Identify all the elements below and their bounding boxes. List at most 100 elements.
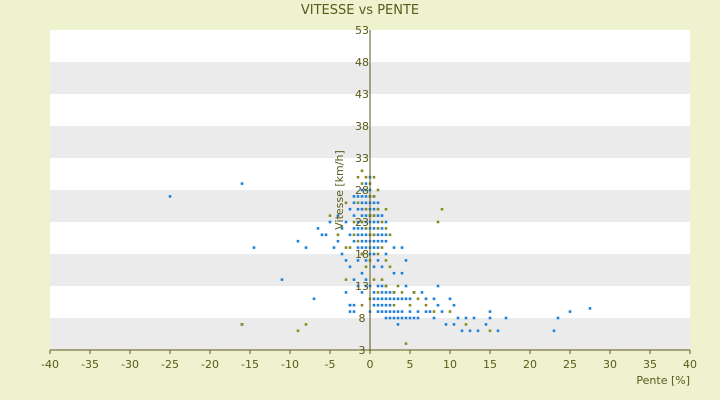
data-point <box>356 233 360 237</box>
data-point <box>472 316 476 320</box>
data-point <box>384 233 388 237</box>
data-point <box>380 291 384 294</box>
data-point <box>352 214 356 217</box>
data-point <box>408 303 412 307</box>
data-point <box>364 227 368 230</box>
data-point <box>568 310 572 313</box>
data-point <box>384 297 388 301</box>
data-point <box>372 233 376 237</box>
y-tick-label: 43 <box>355 88 369 101</box>
data-point <box>424 310 428 313</box>
data-point <box>420 291 424 294</box>
data-point <box>336 233 340 237</box>
x-tick-label: 5 <box>407 358 414 371</box>
data-point <box>336 239 340 243</box>
x-tick-label: 35 <box>643 358 657 371</box>
data-point <box>412 291 416 294</box>
data-point <box>364 214 368 217</box>
data-point <box>364 195 368 198</box>
data-point <box>396 297 400 301</box>
data-point <box>424 297 428 301</box>
data-point <box>392 316 396 320</box>
data-point <box>380 239 384 243</box>
data-point <box>384 220 388 224</box>
data-point <box>372 214 376 217</box>
data-point <box>348 233 352 237</box>
data-point <box>372 207 376 211</box>
data-point <box>396 284 400 288</box>
data-point <box>452 303 456 307</box>
data-point <box>304 246 308 249</box>
data-point <box>380 220 384 224</box>
data-point <box>344 259 348 262</box>
data-point <box>376 310 380 313</box>
data-point <box>400 271 404 275</box>
x-axis-label: Pente [%] <box>636 374 690 387</box>
data-point <box>376 214 380 217</box>
data-point <box>360 220 364 224</box>
data-point <box>372 246 376 249</box>
data-point <box>376 252 380 256</box>
data-point <box>324 233 328 237</box>
y-tick-label: 23 <box>355 216 369 229</box>
data-point <box>348 265 352 269</box>
data-point <box>440 310 444 313</box>
x-tick-label: -20 <box>201 358 219 371</box>
data-point <box>316 227 320 230</box>
data-point <box>396 323 400 326</box>
data-point <box>360 169 364 173</box>
data-point <box>352 227 356 230</box>
data-point <box>168 195 172 198</box>
data-point <box>372 291 376 294</box>
y-tick-label: 28 <box>355 184 369 197</box>
data-point <box>344 201 348 205</box>
data-point <box>364 284 368 288</box>
data-point <box>352 233 356 237</box>
data-point <box>388 303 392 307</box>
data-point <box>448 297 452 301</box>
data-point <box>356 239 360 243</box>
data-point <box>352 195 356 198</box>
data-point <box>356 201 360 205</box>
data-point <box>352 310 356 313</box>
y-tick-label: 38 <box>355 120 369 133</box>
data-point <box>476 329 480 333</box>
data-point <box>372 195 376 198</box>
data-point <box>380 278 384 281</box>
y-tick-label: 53 <box>355 24 369 37</box>
data-point <box>404 259 408 262</box>
x-tick-label: -15 <box>241 358 259 371</box>
data-point <box>376 201 380 205</box>
data-point <box>380 310 384 313</box>
data-point <box>384 252 388 256</box>
data-point <box>428 310 432 313</box>
data-point <box>340 227 344 230</box>
data-point <box>352 201 356 205</box>
data-point <box>412 316 416 320</box>
data-point <box>436 220 440 224</box>
x-tick-label: 30 <box>603 358 617 371</box>
data-point <box>364 201 368 205</box>
data-point <box>356 284 360 288</box>
data-point <box>484 323 488 326</box>
x-tick-label: 20 <box>523 358 537 371</box>
data-point <box>364 239 368 243</box>
data-point <box>404 284 408 288</box>
data-point <box>372 265 376 269</box>
data-point <box>392 271 396 275</box>
data-point <box>376 220 380 224</box>
data-point <box>388 233 392 237</box>
y-tick-label: 18 <box>355 248 369 261</box>
data-point <box>372 297 376 301</box>
x-tick-label: 10 <box>443 358 457 371</box>
y-tick-label: 13 <box>355 280 369 293</box>
data-point <box>364 265 368 269</box>
data-point <box>356 220 360 224</box>
data-point <box>344 220 348 224</box>
data-point <box>364 246 368 249</box>
data-point <box>360 239 364 243</box>
x-tick-label: 25 <box>563 358 577 371</box>
